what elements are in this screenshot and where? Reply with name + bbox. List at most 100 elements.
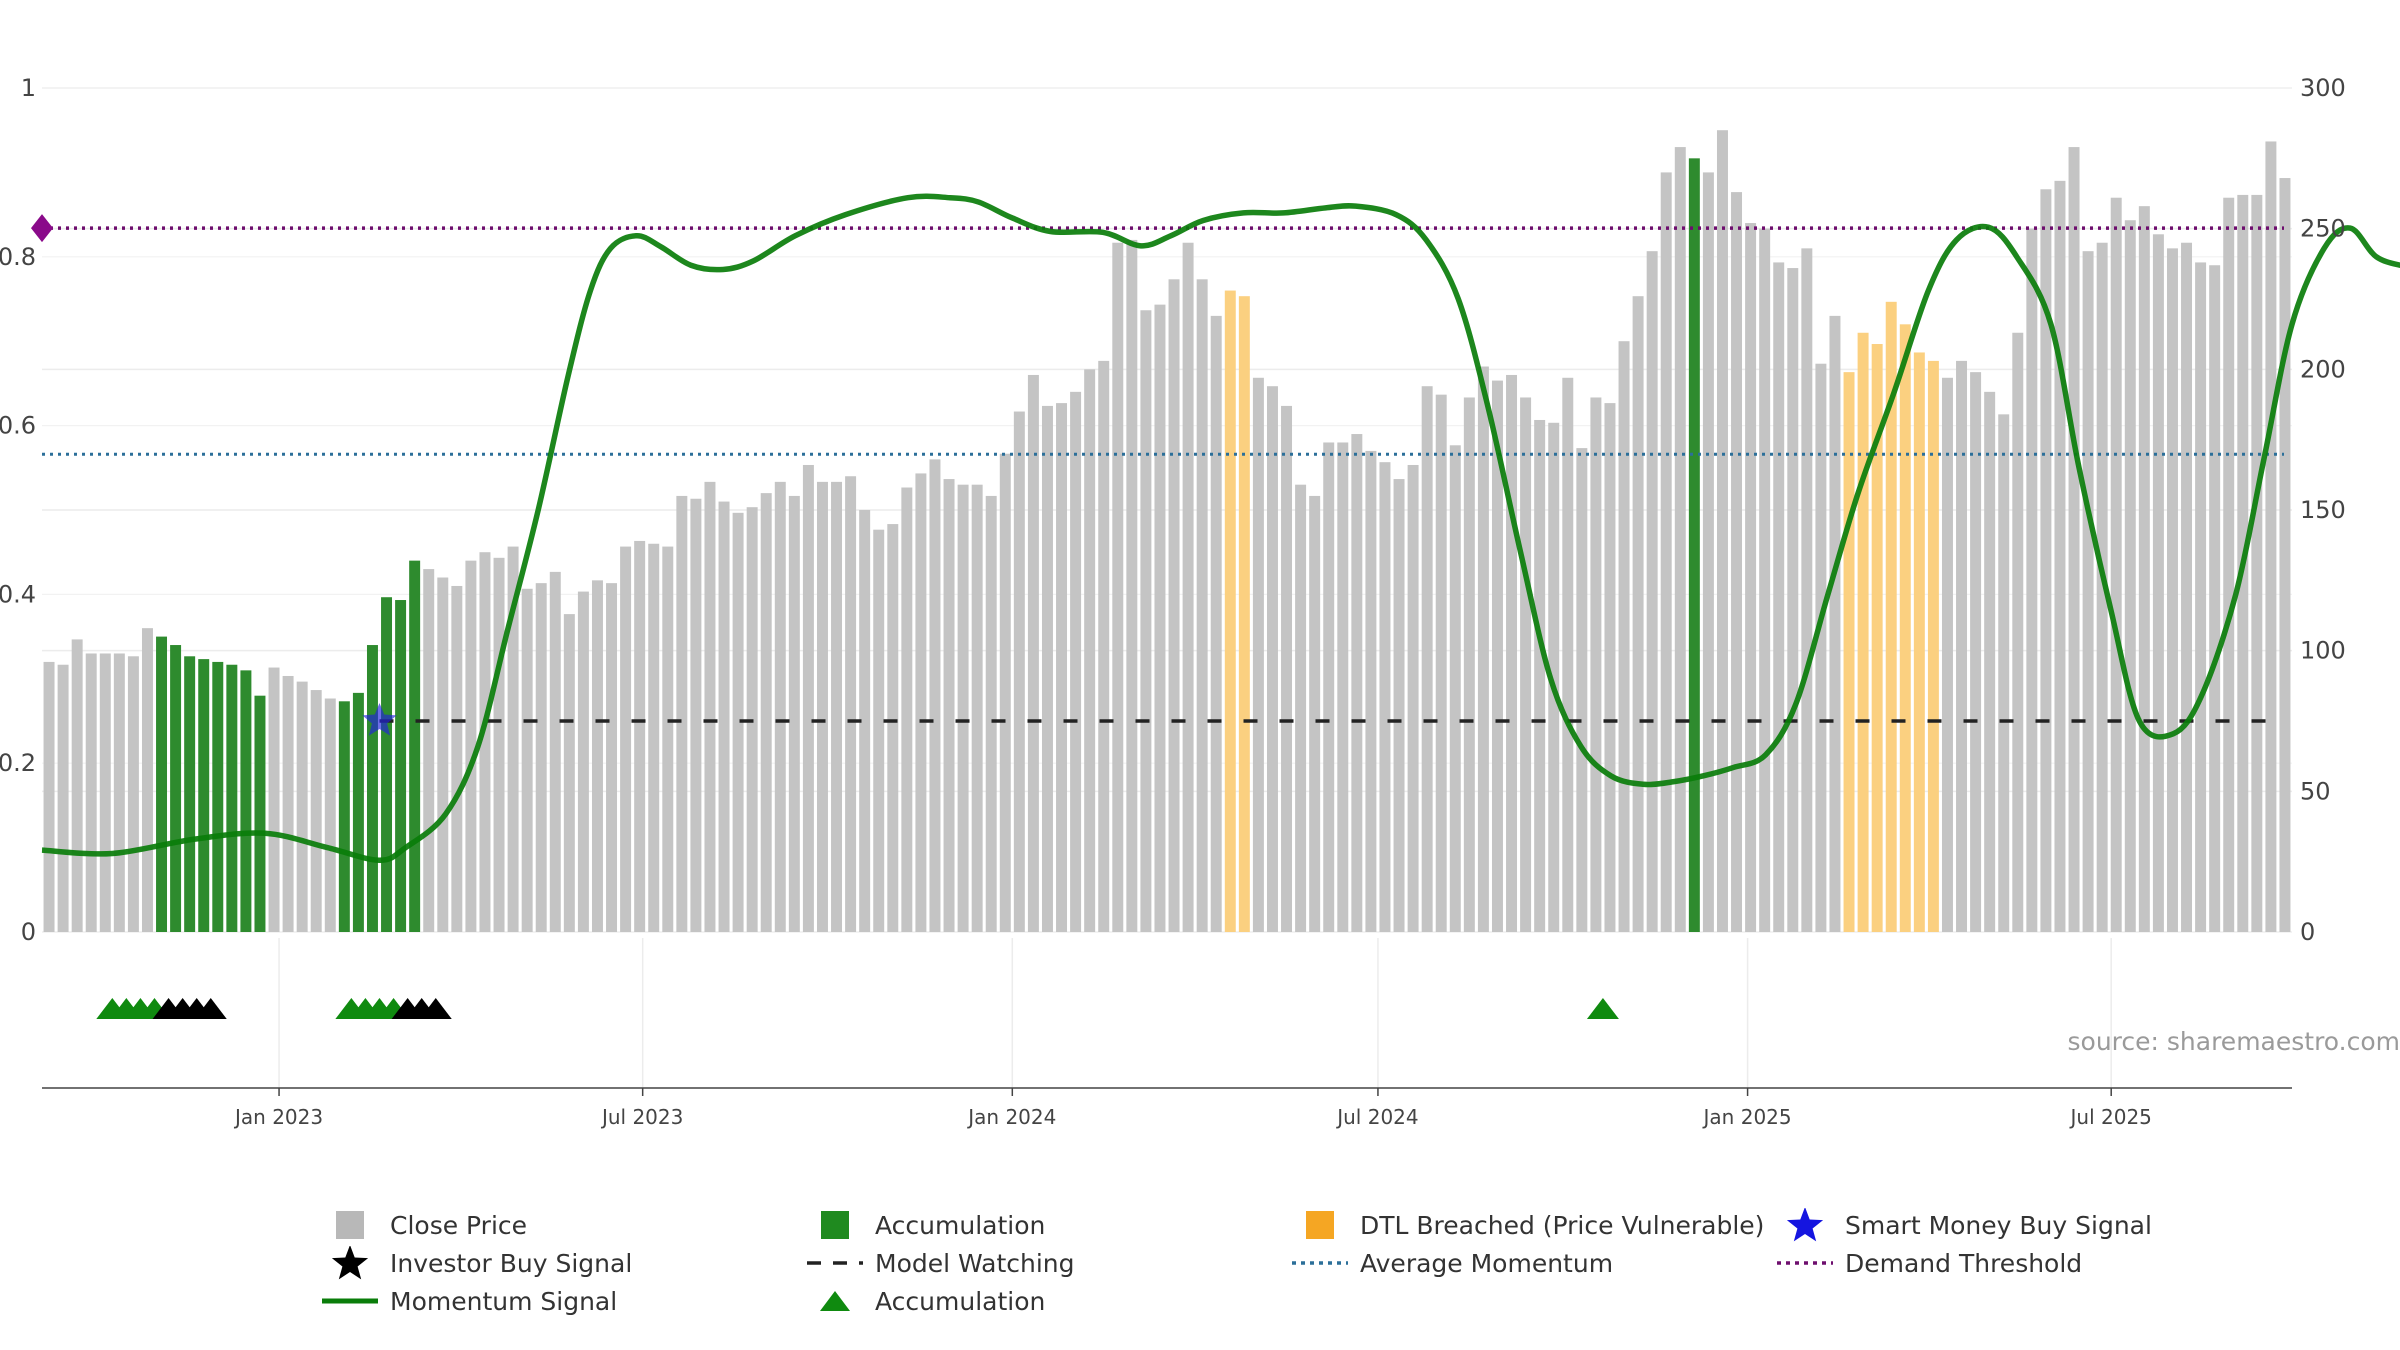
legend-label: Model Watching xyxy=(875,1248,1075,1278)
x-axis-tick-label: Jan 2024 xyxy=(966,1105,1056,1129)
close-price-bar xyxy=(1815,363,1827,932)
dtl-breached-bar xyxy=(1843,372,1855,932)
left-axis-tick-label: 0.8 xyxy=(0,243,36,271)
close-price-bar xyxy=(2195,262,2207,933)
close-price-bar xyxy=(1998,414,2010,932)
close-price-bar xyxy=(1407,464,1419,932)
dot-legend-icon xyxy=(1280,1246,1360,1280)
dtl-breached-bar xyxy=(1238,296,1250,933)
close-price-bar xyxy=(57,664,69,932)
x-axis-tick-label: Jul 2024 xyxy=(1335,1105,1418,1129)
star-legend-icon xyxy=(310,1246,390,1280)
close-price-bar xyxy=(971,484,983,932)
close-price-bar xyxy=(2124,220,2136,932)
close-price-bar xyxy=(577,591,589,932)
legend-item: Close Price xyxy=(310,1208,527,1242)
legend-item: Average Momentum xyxy=(1280,1246,1613,1280)
square-legend-icon xyxy=(310,1208,390,1242)
close-price-bar xyxy=(760,493,772,932)
close-price-bar xyxy=(71,639,83,932)
investor-buy-triangle xyxy=(419,998,452,1019)
close-price-bar xyxy=(718,501,730,932)
close-price-bar xyxy=(1534,419,1546,932)
close-price-bar xyxy=(141,628,153,932)
close-price-bar xyxy=(1773,262,1785,933)
smart-money-buy-star xyxy=(362,703,397,736)
close-price-bar xyxy=(2138,206,2150,932)
accumulation-bar xyxy=(226,664,238,932)
right-axis-tick-label: 250 xyxy=(2300,215,2346,243)
right-axis-tick-label: 100 xyxy=(2300,637,2346,665)
close-price-bar xyxy=(943,479,955,932)
close-price-bar xyxy=(268,667,280,932)
close-price-bar xyxy=(2012,332,2024,932)
close-price-bar xyxy=(1393,479,1405,932)
x-axis-tick-label: Jan 2025 xyxy=(1702,1105,1792,1129)
dtl-breached-bar xyxy=(1913,352,1925,932)
close-price-bar xyxy=(985,495,997,932)
legend-label: Demand Threshold xyxy=(1845,1248,2083,1278)
legend-label: Accumulation xyxy=(875,1286,1046,1316)
close-price-bar xyxy=(1941,377,1953,933)
accumulation-bar xyxy=(352,692,364,932)
close-price-bar xyxy=(1491,380,1503,932)
source-label: source: sharemaestro.com xyxy=(2068,1027,2400,1056)
close-price-bar xyxy=(1604,403,1616,932)
close-price-bar xyxy=(1323,442,1335,932)
close-price-bar xyxy=(282,675,294,932)
accumulation-triangle xyxy=(1586,998,1619,1019)
close-price-bar xyxy=(2265,141,2277,932)
accumulation-bar xyxy=(212,661,224,932)
square-legend-icon xyxy=(795,1208,875,1242)
close-price-bar xyxy=(1070,391,1082,933)
close-price-bar xyxy=(85,653,97,932)
close-price-bar xyxy=(507,546,519,932)
legend-label: Average Momentum xyxy=(1360,1248,1614,1278)
close-price-bar xyxy=(1562,377,1574,933)
close-price-bar xyxy=(1449,445,1461,932)
close-price-bar xyxy=(1435,394,1447,932)
close-price-bar xyxy=(732,512,744,932)
legend-item: Accumulation xyxy=(795,1208,1045,1242)
chart-legend: Close Price Accumulation DTL Breached (Pri… xyxy=(310,1208,2210,1328)
signal-markers-layer xyxy=(96,998,1619,1019)
close-price-bar xyxy=(113,653,125,932)
lines-layer xyxy=(31,193,2400,864)
close-price-bar xyxy=(451,585,463,932)
close-price-bar xyxy=(43,661,55,932)
close-price-bar xyxy=(1618,341,1630,932)
close-price-bar xyxy=(1365,450,1377,932)
close-price-bar xyxy=(2026,228,2038,932)
close-price-bar xyxy=(1674,147,1686,932)
close-price-bar xyxy=(1056,403,1068,932)
legend-label: Close Price xyxy=(390,1210,528,1240)
close-price-bar xyxy=(1168,279,1180,933)
close-price-bar xyxy=(1112,242,1124,932)
close-price-bar xyxy=(127,656,139,932)
star-legend-icon xyxy=(1765,1208,1845,1242)
close-price-bar xyxy=(1759,228,1771,932)
legend-label: Smart Money Buy Signal xyxy=(1845,1210,2152,1240)
dtl-breached-bar xyxy=(1927,360,1939,933)
close-price-bar xyxy=(873,529,885,932)
close-price-bar xyxy=(1548,422,1560,932)
legend-item: Accumulation xyxy=(795,1284,1045,1318)
close-price-bar xyxy=(1632,296,1644,933)
close-price-bar xyxy=(1576,448,1588,932)
right-axis-tick-label: 50 xyxy=(2300,777,2331,805)
left-axis-tick-label: 0.6 xyxy=(0,412,36,440)
accumulation-bar xyxy=(1688,158,1700,933)
legend-label: DTL Breached (Price Vulnerable) xyxy=(1360,1210,1765,1240)
close-price-bar xyxy=(465,560,477,932)
close-price-bar xyxy=(1126,239,1138,933)
accumulation-bar xyxy=(381,597,393,932)
close-price-bar xyxy=(1745,223,1757,933)
square-legend-icon xyxy=(1280,1208,1360,1242)
close-price-bar xyxy=(563,614,575,932)
triangle-legend-icon xyxy=(795,1284,875,1318)
close-price-bar xyxy=(423,569,435,932)
close-price-bar xyxy=(2166,248,2178,933)
close-price-bar xyxy=(549,571,561,932)
close-price-bar xyxy=(1140,310,1152,933)
close-price-bar xyxy=(1829,315,1841,932)
